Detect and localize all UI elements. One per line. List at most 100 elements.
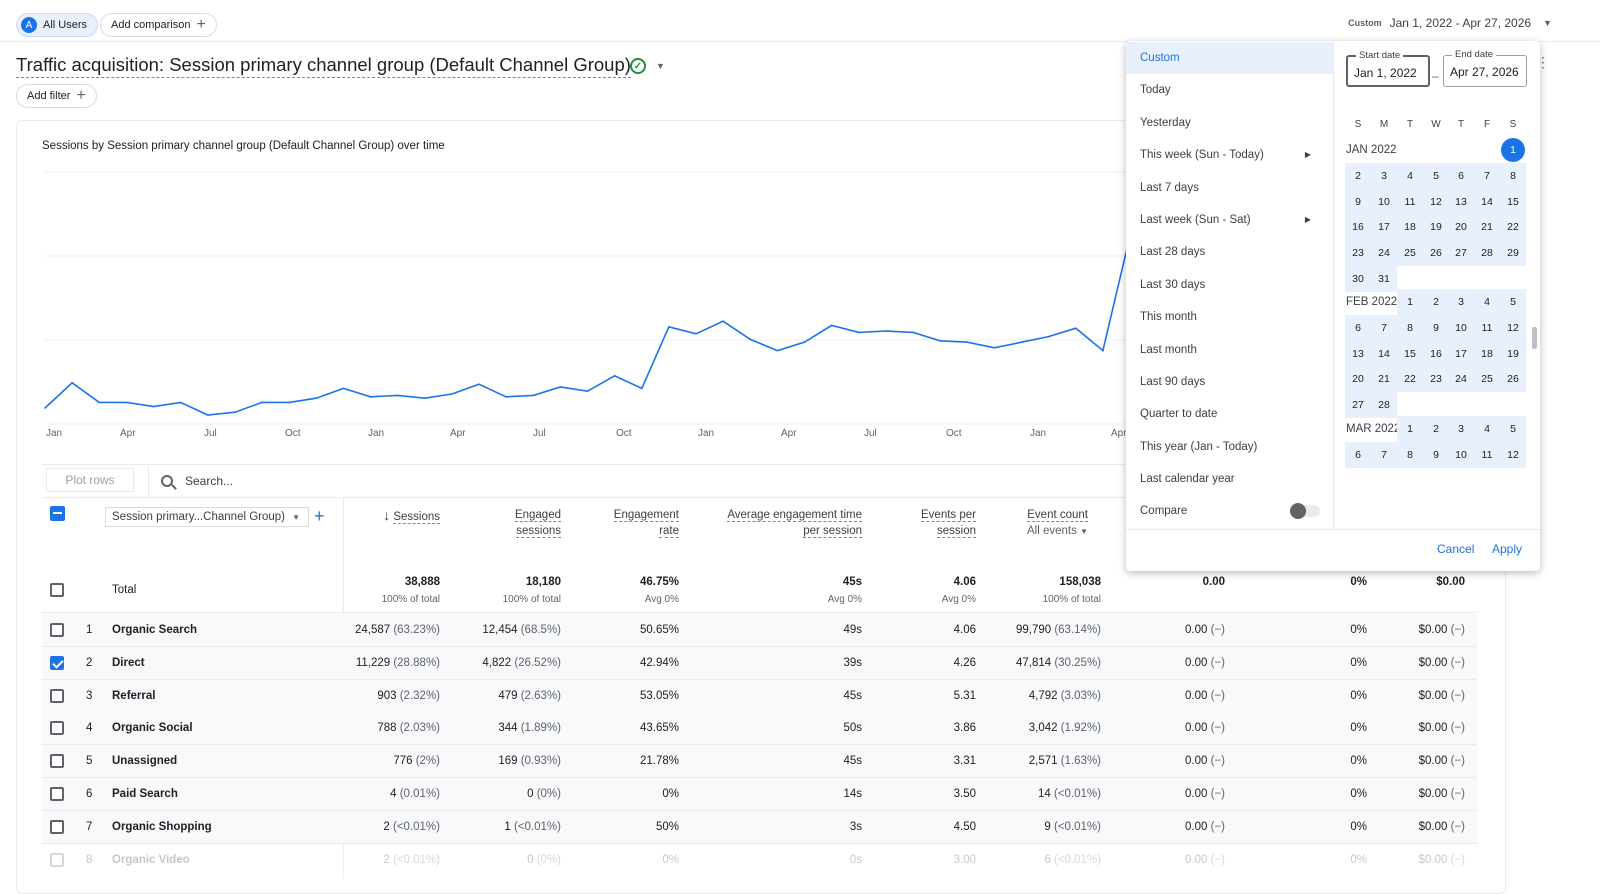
calendar-day[interactable]: 17 — [1448, 340, 1474, 367]
event-filter-dropdown[interactable]: All events ▼ — [1000, 523, 1088, 540]
calendar-day[interactable]: 10 — [1371, 188, 1397, 215]
calendar-day[interactable]: 5 — [1423, 162, 1449, 189]
row-checkbox[interactable] — [50, 819, 64, 834]
calendar-day[interactable]: 25 — [1397, 240, 1423, 267]
calendar-day[interactable]: 4 — [1397, 162, 1423, 189]
calendar-day[interactable]: 28 — [1474, 240, 1500, 267]
calendar-day[interactable]: 11 — [1474, 441, 1500, 468]
calendar-day[interactable]: 19 — [1500, 340, 1526, 367]
calendar-day[interactable]: 1 — [1397, 415, 1423, 442]
calendar-day[interactable]: 26 — [1500, 366, 1526, 393]
calendar-scrollbar[interactable] — [1532, 327, 1537, 349]
date-preset-option[interactable]: This year (Jan - Today) — [1126, 431, 1333, 463]
calendar-day[interactable]: 21 — [1474, 214, 1500, 241]
calendar-day[interactable]: 13 — [1448, 188, 1474, 215]
calendar-day[interactable]: 30 — [1345, 266, 1371, 292]
calendar-day[interactable]: 10 — [1448, 441, 1474, 468]
row-checkbox[interactable] — [50, 754, 64, 769]
calendar-day[interactable]: 8 — [1397, 314, 1423, 341]
calendar-day[interactable]: 20 — [1345, 366, 1371, 393]
channel-name[interactable]: Paid Search — [112, 788, 178, 800]
row-checkbox[interactable] — [50, 721, 64, 736]
start-date-field[interactable]: Start date Jan 1, 2022 — [1346, 50, 1430, 87]
date-preset-option[interactable]: Last calendar year — [1126, 463, 1333, 495]
date-preset-option[interactable]: Last week (Sun - Sat) ▶ — [1126, 204, 1333, 236]
add-filter-button[interactable]: Add filter + — [16, 84, 97, 108]
row-checkbox[interactable] — [50, 787, 64, 801]
calendar-day[interactable]: 6 — [1448, 162, 1474, 189]
calendar-day[interactable]: 22 — [1397, 366, 1423, 393]
date-preset-option[interactable]: Last 90 days — [1126, 366, 1333, 398]
calendar-day[interactable]: 11 — [1474, 314, 1500, 341]
calendar-day[interactable]: 21 — [1371, 366, 1397, 393]
channel-name[interactable]: Organic Shopping — [112, 820, 212, 833]
date-preset-option[interactable]: Last 30 days — [1126, 269, 1333, 301]
calendar-day[interactable]: 4 — [1474, 415, 1500, 442]
avg-engagement-time-column-header[interactable]: Average engagement time per session — [700, 507, 862, 539]
cancel-button[interactable]: Cancel — [1437, 542, 1475, 556]
channel-name[interactable]: Referral — [112, 689, 156, 702]
table-row[interactable]: 5 Unassigned 776 (2%) 169 (0.93%) 21.78% 45s 3… — [42, 745, 1477, 779]
row-checkbox[interactable] — [50, 852, 64, 867]
table-row[interactable]: 8 Organic Video 2 (<0.01%) 0 (0%) 0% 0s 3.00 6 … — [42, 843, 1477, 877]
calendar-day[interactable]: 14 — [1371, 340, 1397, 367]
calendar-day[interactable]: 31 — [1371, 266, 1397, 292]
calendar-day[interactable]: 28 — [1371, 392, 1397, 419]
engagement-rate-column-header[interactable]: Engagement rate — [580, 507, 679, 539]
table-row[interactable]: 3 Referral 903 (2.32%) 479 (2.63%) 53.05% 45s… — [42, 679, 1477, 713]
engaged-sessions-column-header[interactable]: Engaged sessions — [470, 507, 561, 539]
calendar-day[interactable]: 10 — [1448, 314, 1474, 341]
calendar-day[interactable]: 18 — [1397, 214, 1423, 241]
more-vert-icon[interactable]: ⋮ — [1536, 54, 1550, 70]
calendar-day[interactable]: 9 — [1345, 188, 1371, 215]
table-row[interactable]: 2 Direct 11,229 (28.88%) 4,822 (26.52%) 42.9… — [42, 646, 1477, 680]
events-per-session-column-header[interactable]: Events per session — [880, 507, 976, 539]
compare-toggle[interactable] — [1290, 503, 1320, 519]
calendar-day[interactable]: 7 — [1371, 441, 1397, 468]
date-preset-option[interactable]: This month — [1126, 301, 1333, 333]
all-users-chip[interactable]: A All Users — [16, 13, 99, 37]
calendar-day[interactable]: 3 — [1448, 289, 1474, 315]
calendar-day[interactable]: 2 — [1423, 415, 1449, 442]
table-row[interactable]: 7 Organic Shopping 2 (<0.01%) 1 (<0.01%) 50%… — [42, 810, 1477, 844]
calendar-day[interactable]: 19 — [1423, 214, 1449, 241]
table-row[interactable]: 4 Organic Social 788 (2.03%) 344 (1.89%) 43.… — [42, 712, 1477, 746]
calendar-day[interactable]: 15 — [1500, 188, 1526, 215]
channel-name[interactable]: Unassigned — [112, 755, 178, 768]
channel-name[interactable]: Organic Social — [112, 722, 193, 735]
dimension-selector[interactable]: Session primary...Channel Group) ▼ — [105, 507, 309, 527]
channel-name[interactable]: Organic Search — [112, 624, 198, 636]
calendar-day[interactable]: 1 — [1397, 289, 1423, 315]
row-checkbox[interactable] — [50, 655, 64, 670]
calendar-day[interactable]: 5 — [1500, 415, 1526, 442]
date-preset-option[interactable]: Last 28 days — [1126, 236, 1333, 268]
date-preset-option[interactable]: Quarter to date — [1126, 398, 1333, 430]
calendar-day[interactable]: 17 — [1371, 214, 1397, 241]
calendar-day[interactable]: 4 — [1474, 289, 1500, 315]
row-checkbox[interactable] — [50, 688, 64, 703]
date-preset-option[interactable]: This week (Sun - Today) ▶ — [1126, 139, 1333, 171]
calendar-day[interactable]: 2 — [1423, 289, 1449, 315]
calendar-day[interactable]: 11 — [1397, 188, 1423, 215]
calendar-day[interactable]: 3 — [1448, 415, 1474, 442]
date-preset-option[interactable]: Last month — [1126, 334, 1333, 366]
date-preset-option[interactable]: Custom — [1126, 42, 1333, 74]
table-row[interactable]: 6 Paid Search 4 (0.01%) 0 (0%) 0% 14s 3.50 14 (… — [42, 778, 1477, 811]
calendar-day[interactable]: 16 — [1345, 214, 1371, 241]
calendar-day[interactable]: 16 — [1423, 340, 1449, 367]
calendar-day[interactable]: 23 — [1423, 366, 1449, 393]
calendar-day[interactable]: 9 — [1423, 314, 1449, 341]
total-checkbox[interactable] — [50, 583, 64, 597]
calendar-day[interactable]: 27 — [1448, 240, 1474, 267]
apply-button[interactable]: Apply — [1492, 542, 1523, 556]
calendar-day[interactable]: 14 — [1474, 188, 1500, 215]
calendar-day[interactable]: 12 — [1500, 314, 1526, 341]
select-all-checkbox[interactable] — [50, 506, 65, 521]
calendar-day[interactable]: 8 — [1397, 441, 1423, 468]
table-row[interactable]: 1 Organic Search 24,587 (63.23%) 12,454 (68… — [42, 614, 1477, 647]
calendar-day[interactable]: 15 — [1397, 340, 1423, 367]
calendar-day[interactable]: 18 — [1474, 340, 1500, 367]
calendar-day[interactable]: 13 — [1345, 340, 1371, 367]
event-count-column-header[interactable]: Event count All events ▼ — [1000, 507, 1088, 540]
calendar-day[interactable]: 8 — [1500, 162, 1526, 189]
